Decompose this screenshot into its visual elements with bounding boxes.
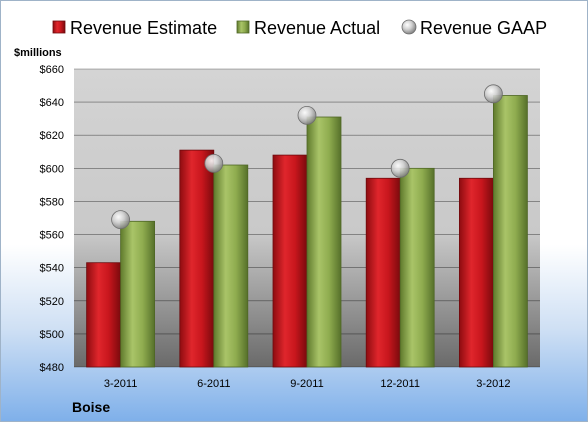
bar-revenue-estimate-6-2011 [179,149,215,368]
legend-label-revenue-actual: Revenue Actual [254,18,380,38]
bar-revenue-actual-6-2011 [213,164,249,368]
x-tick-label: 12-2011 [380,378,420,390]
legend-label-revenue-estimate: Revenue Estimate [70,18,217,38]
y-tick-label: $480 [40,362,64,374]
x-axis-ticks: 3-2011 6-2011 9-2011 12-2011 3-2012 [104,378,511,390]
y-tick-label: $500 [40,329,64,341]
y-tick-label: $600 [40,163,64,175]
point-revenue-gaap-3-2012 [483,84,503,104]
bar-revenue-estimate-12-2011 [365,177,401,368]
y-tick-label: $560 [40,230,64,242]
bar-revenue-actual-3-2011 [120,220,155,368]
bar-revenue-estimate-3-2012 [458,177,494,368]
point-revenue-gaap-6-2011 [204,153,224,173]
x-tick-label: 6-2011 [197,378,230,390]
y-tick-label: $580 [40,196,64,208]
point-revenue-gaap-9-2011 [297,105,317,125]
company-name: Boise [72,399,111,415]
y-tick-label: $540 [40,263,64,275]
x-tick-label: 3-2012 [476,378,510,390]
bar-revenue-actual-3-2012 [492,95,528,368]
legend-label-revenue-gaap: Revenue GAAP [420,18,547,38]
legend-swatch-revenue-gaap [401,19,417,35]
y-tick-label: $660 [40,64,64,76]
y-axis-unit-label: $millions [14,47,62,59]
legend: Revenue Estimate Revenue Actual Revenue GA… [52,18,547,38]
bar-revenue-estimate-9-2011 [272,154,308,368]
legend-swatch-revenue-estimate [52,20,66,34]
bar-revenue-estimate-3-2011 [86,262,121,368]
legend-swatch-revenue-actual [236,20,250,34]
x-tick-label: 9-2011 [290,378,323,390]
gaap-points [111,84,503,230]
point-revenue-gaap-3-2011 [111,210,130,230]
point-revenue-gaap-12-2011 [390,158,410,178]
y-axis-ticks: $480 $500 $520 $540 $560 $580 $600 $620 $640 $660 [40,64,64,374]
y-tick-label: $640 [40,97,64,109]
bar-revenue-actual-12-2011 [399,167,435,368]
y-tick-label: $520 [40,296,64,308]
bar-revenue-actual-9-2011 [306,116,342,368]
x-tick-label: 3-2011 [104,378,137,390]
y-tick-label: $620 [40,130,64,142]
bars [86,95,528,368]
